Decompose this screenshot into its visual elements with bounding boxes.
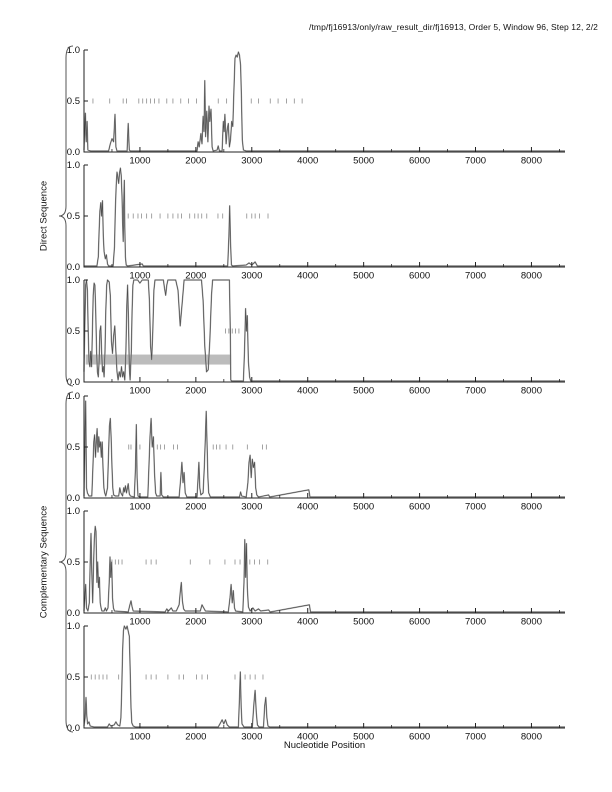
y-tick-label: 1.0 (67, 506, 80, 517)
x-tick-label: 5000 (353, 271, 374, 282)
panel-direct-3: 0.0 0.5 1.0 1000 2000 3000 4000 5000 6000 7000 800… (67, 275, 565, 397)
x-tick-label: 4000 (297, 502, 318, 513)
panel-axes (83, 396, 565, 499)
x-tick-label: 2000 (185, 156, 206, 167)
panel-complementary-1: 0.0 0.5 1.0 1000 2000 3000 4000 5000 6000 7000 800… (67, 391, 565, 513)
direct-sequence-label: Direct Sequence (38, 180, 50, 252)
x-tick-label: 2000 (185, 617, 206, 628)
probability-curve-gray (83, 525, 565, 613)
y-tick-label: 0.0 (67, 723, 80, 734)
x-tick-label: 1000 (129, 502, 150, 513)
x-tick-label: 5000 (353, 617, 374, 628)
y-tick-label: 0.0 (67, 608, 80, 619)
y-tick-label: 0.5 (67, 672, 80, 683)
panel-direct-2: 0.0 0.5 1.0 1000 2000 3000 4000 5000 6000 7000 800… (67, 160, 565, 282)
x-tick-label: 2000 (185, 732, 206, 743)
x-tick-label: 6000 (409, 732, 430, 743)
x-tick-label: 6000 (409, 502, 430, 513)
x-tick-label: 6000 (409, 156, 430, 167)
y-tick-label: 0.5 (67, 326, 80, 337)
y-tick-label: 0.0 (67, 262, 80, 273)
x-tick-label: 4000 (297, 156, 318, 167)
x-tick-label: 1000 (129, 732, 150, 743)
x-tick-label: 5000 (353, 156, 374, 167)
y-tick-label: 0.0 (67, 377, 80, 388)
x-tick-label: 2000 (185, 386, 206, 397)
x-tick-label: 8000 (521, 156, 542, 167)
complementary-group-brace (58, 391, 74, 733)
plot-title: /tmp/fj16913/only/raw_result_dir/fj16913… (309, 22, 598, 32)
x-tick-label: 1000 (129, 271, 150, 282)
y-tick-label: 1.0 (67, 45, 80, 56)
y-tick-label: 0.5 (67, 211, 80, 222)
x-tick-label: 1000 (129, 156, 150, 167)
probability-curve-gray (84, 167, 565, 267)
x-tick-label: 4000 (297, 732, 318, 743)
probability-curve (83, 625, 565, 728)
probability-curve (83, 400, 565, 498)
x-tick-label: 8000 (521, 386, 542, 397)
x-tick-label: 7000 (465, 156, 486, 167)
y-tick-label: 0.5 (67, 557, 80, 568)
x-tick-label: 3000 (241, 271, 262, 282)
x-tick-label: 7000 (465, 502, 486, 513)
x-tick-label: 7000 (465, 386, 486, 397)
y-tick-label: 0.5 (67, 442, 80, 453)
probability-curve-gray (83, 279, 565, 382)
probability-curve (83, 51, 565, 152)
panel-axes (83, 165, 565, 268)
x-tick-label: 3000 (241, 502, 262, 513)
probability-curve (83, 279, 565, 382)
y-tick-label: 0.0 (67, 147, 80, 158)
x-tick-label: 6000 (409, 386, 430, 397)
y-tick-label: 0.0 (67, 493, 80, 504)
x-tick-label: 1000 (129, 617, 150, 628)
x-tick-label: 8000 (521, 732, 542, 743)
x-tick-label: 4000 (297, 617, 318, 628)
x-axis-title: Nucleotide Position (283, 740, 366, 751)
x-tick-label: 2000 (185, 271, 206, 282)
x-tick-label: 3000 (241, 386, 262, 397)
x-tick-label: 6000 (409, 617, 430, 628)
probability-curve-gray (83, 400, 565, 498)
probability-curve (83, 525, 565, 613)
x-tick-label: 3000 (241, 732, 262, 743)
x-tick-label: 2000 (185, 502, 206, 513)
x-tick-label: 7000 (465, 732, 486, 743)
probability-curve-gray (83, 51, 565, 152)
x-tick-label: 7000 (465, 271, 486, 282)
x-tick-label: 3000 (241, 617, 262, 628)
y-tick-label: 0.5 (67, 96, 80, 107)
panel-axes (83, 280, 565, 383)
y-tick-label: 1.0 (67, 160, 80, 171)
x-tick-label: 8000 (521, 502, 542, 513)
panel-complementary-2: 0.0 0.5 1.0 1000 2000 3000 4000 5000 6000 7000 800… (67, 506, 565, 628)
panel-complementary-3: 0.0 0.5 1.0 1000 2000 3000 4000 5000 6000 7000 800… (67, 621, 565, 743)
x-tick-label: 7000 (465, 617, 486, 628)
x-tick-label: 8000 (521, 271, 542, 282)
x-tick-label: 4000 (297, 271, 318, 282)
x-tick-label: 5000 (353, 386, 374, 397)
x-tick-label: 4000 (297, 386, 318, 397)
x-tick-label: 1000 (129, 386, 150, 397)
panel-axes (83, 50, 565, 153)
highlight-bar (85, 354, 232, 365)
x-tick-label: 5000 (353, 502, 374, 513)
x-tick-label: 8000 (521, 617, 542, 628)
x-tick-label: 3000 (241, 156, 262, 167)
probability-curve (84, 167, 565, 267)
x-tick-label: 6000 (409, 271, 430, 282)
y-tick-label: 1.0 (67, 391, 80, 402)
y-tick-label: 1.0 (67, 621, 80, 632)
x-tick-label: 5000 (353, 732, 374, 743)
y-tick-label: 1.0 (67, 275, 80, 286)
panel-direct-1: 0.0 0.5 1.0 1000 2000 3000 4000 5000 6000 7000 800… (67, 45, 565, 167)
complementary-sequence-label: Complementary Sequence (38, 505, 50, 619)
direct-group-brace (58, 45, 74, 387)
